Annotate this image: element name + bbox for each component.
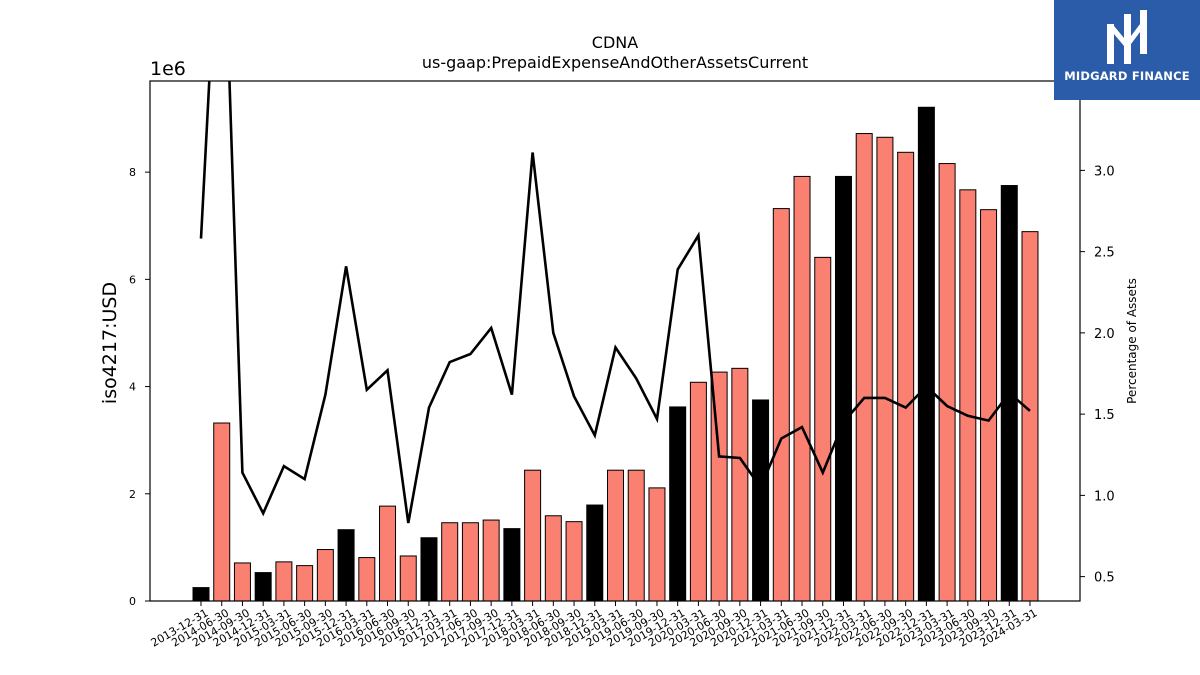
y-tick-label: 6: [129, 273, 136, 286]
y2-axis-ticks: 0.5 1.0 1.5 2.0 2.5 3.0: [1080, 164, 1115, 586]
y2-axis-label: Percentage of Assets: [1125, 278, 1139, 404]
bar-2015-06-30: [296, 565, 314, 602]
chart-subtitle: us-gaap:PrepaidExpenseAndOtherAssetsCurr…: [422, 53, 808, 72]
bar-2021-06-30: [793, 175, 811, 602]
bar-2019-09-30: [648, 487, 666, 602]
bar-2022-06-30: [876, 136, 894, 602]
bar-2023-09-30: [980, 209, 998, 602]
bar-2020-03-31: [689, 381, 707, 602]
bar-2017-09-30: [482, 519, 500, 602]
bar-2022-03-31: [855, 133, 873, 602]
y-tick-label: 4: [129, 381, 136, 394]
x-axis-ticks: 2013-12-312014-06-302014-09-302014-12-31…: [149, 601, 1040, 650]
bar-2018-09-30: [565, 521, 583, 602]
percentage-line: [199, 81, 1031, 524]
y2-tick-label: 1.0: [1094, 489, 1115, 504]
bar-2015-03-31: [275, 561, 293, 602]
y2-tick-label: 3.0: [1094, 164, 1115, 179]
bar-2016-12-31: [420, 537, 438, 602]
bar-2017-06-30: [461, 522, 479, 602]
y2-tick-label: 2.5: [1094, 246, 1115, 261]
bar-2019-06-30: [627, 469, 645, 602]
bar-2018-06-30: [544, 515, 562, 602]
bar-2018-12-31: [586, 504, 604, 602]
bar-2014-06-30: [213, 422, 231, 602]
bar-2019-12-31: [669, 406, 687, 602]
bar-2022-09-30: [897, 151, 915, 602]
bar-2017-12-31: [503, 528, 521, 602]
bar-2015-09-30: [316, 549, 334, 602]
chart-title: CDNA: [592, 33, 638, 52]
y2-tick-label: 2.0: [1094, 327, 1115, 342]
y-axis-ticks: 0 2 4 6 8: [129, 166, 150, 608]
bar-2022-12-31: [917, 106, 935, 602]
y-axis-label: iso4217:USD: [99, 282, 121, 404]
brand-logo: MIDGARD FINANCE: [1054, 0, 1200, 100]
bar-2016-09-30: [399, 555, 417, 602]
bar-2021-12-31: [834, 175, 852, 602]
M-monogram-icon: [1107, 10, 1147, 64]
bar-2020-12-31: [752, 399, 770, 602]
y2-tick-label: 0.5: [1094, 571, 1115, 586]
y2-tick-label: 1.5: [1094, 408, 1115, 423]
bar-2023-03-31: [938, 163, 956, 602]
y-tick-label: 2: [129, 488, 136, 501]
bar-2016-06-30: [379, 505, 397, 602]
bar-2024-03-31: [1021, 231, 1039, 602]
bar-2023-06-30: [959, 189, 977, 602]
bar-2014-09-30: [233, 562, 251, 602]
brand-name: MIDGARD FINANCE: [1064, 69, 1190, 83]
bar-2021-03-31: [772, 208, 790, 602]
bar-2019-03-31: [607, 469, 624, 602]
y-tick-label: 8: [129, 166, 136, 179]
bar-2015-12-31: [337, 529, 355, 602]
bar-series: [192, 106, 1039, 602]
bar-2021-09-30: [814, 256, 832, 602]
y-tick-label: 0: [129, 595, 136, 608]
bar-2014-12-31: [254, 572, 272, 602]
bar-2018-03-31: [524, 469, 542, 602]
bar-2013-12-31: [192, 587, 210, 602]
bar-2017-03-31: [441, 522, 459, 602]
bar-2016-03-31: [358, 557, 376, 602]
y-multiplier: 1e6: [150, 58, 186, 80]
bar-2020-09-30: [731, 367, 749, 602]
